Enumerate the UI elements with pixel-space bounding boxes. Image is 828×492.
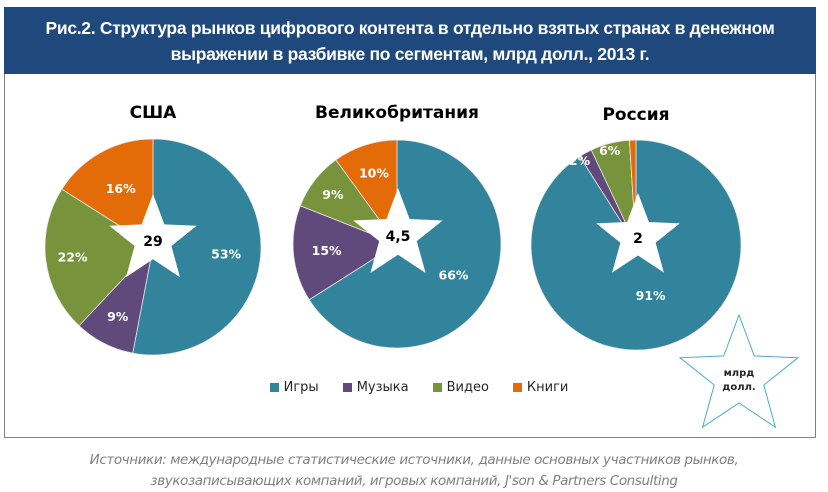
legend-swatch-games: [269, 383, 279, 392]
data-label-books: 16%: [106, 181, 136, 196]
pie-title: Россия: [602, 105, 669, 125]
pie-slice-video: [44, 188, 154, 327]
legend-label-books: Книги: [526, 380, 569, 395]
unit-line-2: долл.: [722, 382, 755, 393]
legend: Игры Музыка Видео Книги: [0, 380, 828, 395]
pie-chart-1: США 29 53% 9% 22% 16%: [44, 103, 262, 356]
data-label-books: 1%: [626, 129, 648, 144]
pie-slice-games: [132, 138, 262, 356]
legend-label-games: Игры: [283, 380, 319, 395]
data-label-games: 91%: [636, 288, 666, 303]
legend-swatch-video: [432, 383, 442, 392]
data-label-video: 6%: [599, 143, 621, 158]
pie-slice-music: [292, 205, 398, 301]
legend-label-video: Видео: [446, 380, 489, 395]
legend-item-video: Видео: [432, 380, 489, 395]
total-value: 29: [143, 234, 162, 250]
data-label-games: 53%: [211, 246, 241, 261]
figure-title-line-1: Рис.2. Структура рынков цифрового контен…: [45, 17, 775, 38]
data-label-video: 9%: [322, 187, 344, 202]
data-label-books: 10%: [359, 165, 389, 180]
total-value: 4,5: [386, 229, 411, 245]
data-label-music: 9%: [107, 309, 129, 324]
figure-title-line-2: выражении в разбивке по сегментам, млрд …: [170, 43, 650, 64]
data-label-music: 2%: [569, 153, 591, 168]
pie-slice-books: [335, 139, 398, 246]
legend-item-music: Музыка: [342, 380, 409, 395]
total-value: 2: [633, 231, 643, 247]
pie-title: Великобритания: [315, 103, 479, 123]
figure-title: Рис.2. Структура рынков цифрового контен…: [4, 7, 816, 74]
legend-swatch-books: [512, 383, 522, 392]
data-label-video: 22%: [58, 250, 88, 265]
legend-swatch-music: [342, 383, 352, 392]
pie-chart-3: Россия 2 91% 2% 6% 1%: [530, 105, 742, 351]
source-note: Источники: международные статистические …: [0, 450, 828, 492]
unit-line-1: млрд: [724, 368, 755, 379]
total-star-icon: [353, 188, 443, 273]
pie-title: США: [130, 103, 177, 123]
pie-chart-2: Великобритания 4,5 66% 15% 9% 10%: [292, 103, 502, 349]
source-line-2: звукозаписывающих компаний, игровых комп…: [150, 473, 678, 489]
source-line-1: Источники: международные статистические …: [89, 452, 739, 468]
total-star-icon: [596, 193, 680, 273]
legend-label-music: Музыка: [356, 380, 409, 395]
total-star-icon: [109, 194, 197, 278]
unit-star-icon: [678, 313, 800, 429]
data-label-music: 15%: [312, 243, 342, 258]
legend-item-books: Книги: [512, 380, 569, 395]
legend-item-games: Игры: [269, 380, 319, 395]
data-label-games: 66%: [439, 268, 469, 283]
unit-star: млрд долл.: [678, 313, 800, 429]
pie-slice-books: [61, 138, 154, 248]
